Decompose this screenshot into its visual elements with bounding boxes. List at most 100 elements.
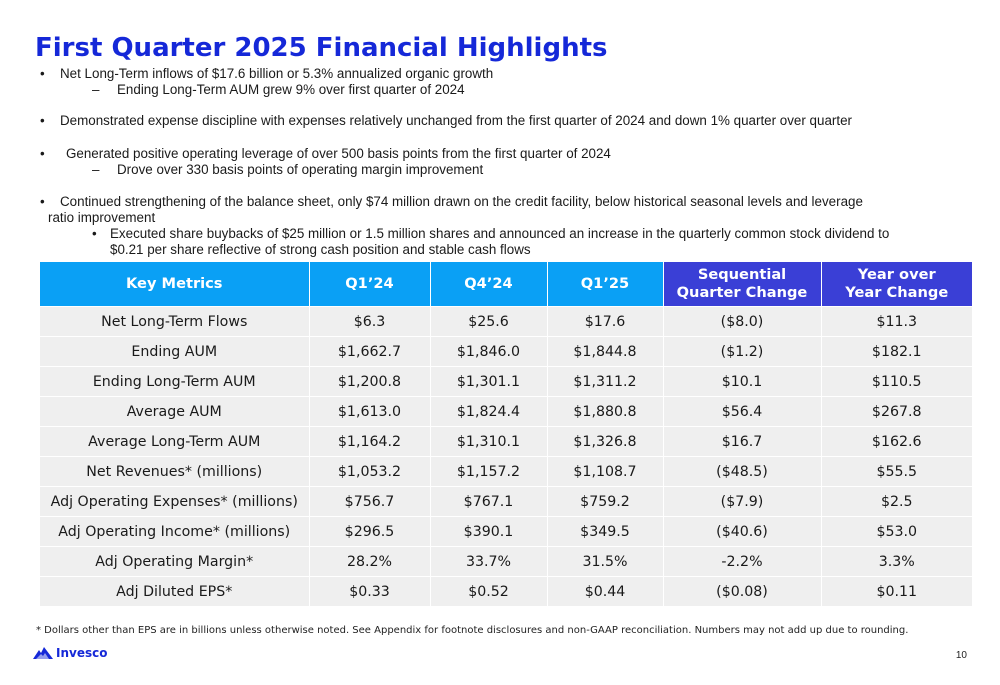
cell-yoy-change: $110.5 (821, 366, 972, 397)
cell-metric: Average AUM (40, 396, 310, 427)
cell-q4-24: $767.1 (430, 486, 548, 517)
cell-q4-24: 33.7% (430, 546, 548, 577)
header-q4-24: Q4’24 (430, 262, 548, 307)
table-row: Adj Operating Expenses* (millions) $756.7… (40, 486, 972, 517)
bullet-marker: • (40, 66, 45, 81)
cell-sequential-change: $16.7 (663, 426, 822, 457)
cell-q4-24: $1,824.4 (430, 396, 548, 427)
cell-yoy-change: $11.3 (821, 306, 972, 337)
logo-text: Invesco (56, 646, 108, 660)
cell-q1-24: $1,164.2 (309, 426, 431, 457)
cell-q4-24: $25.6 (430, 306, 548, 337)
cell-q1-24: $6.3 (309, 306, 431, 337)
cell-sequential-change: ($8.0) (663, 306, 822, 337)
page-number: 10 (955, 650, 967, 661)
cell-q4-24: $1,310.1 (430, 426, 548, 457)
table-row: Ending AUM $1,662.7 $1,846.0 $1,844.8 ($1.2)… (40, 336, 972, 367)
header-q1-24: Q1’24 (309, 262, 431, 307)
table-row: Average Long-Term AUM $1,164.2 $1,310.1 $1,… (40, 426, 972, 457)
cell-metric: Ending AUM (40, 336, 310, 367)
cell-q1-25: $1,844.8 (547, 336, 664, 367)
dash-marker: – (92, 82, 100, 97)
cell-sequential-change: ($40.6) (663, 516, 822, 547)
table-row: Ending Long-Term AUM $1,200.8 $1,301.1 $1,3… (40, 366, 972, 397)
cell-sequential-change: -2.2% (663, 546, 822, 577)
header-key-metrics: Key Metrics (40, 262, 310, 307)
cell-q4-24: $1,157.2 (430, 456, 548, 487)
cell-metric: Average Long-Term AUM (40, 426, 310, 457)
table-row: Adj Diluted EPS* $0.33 $0.52 $0.44 ($0.08) $0… (40, 576, 972, 606)
cell-q1-24: $1,053.2 (309, 456, 431, 487)
bullet-text: Generated positive operating leverage of… (66, 146, 611, 161)
cell-q1-25: $1,108.7 (547, 456, 664, 487)
cell-yoy-change: $53.0 (821, 516, 972, 547)
cell-metric: Net Revenues* (millions) (40, 456, 310, 487)
cell-sequential-change: ($7.9) (663, 486, 822, 517)
cell-sequential-change: ($0.08) (663, 576, 822, 606)
sub-bullet-marker: • (92, 226, 97, 241)
cell-q1-24: $1,613.0 (309, 396, 431, 427)
table-row: Average AUM $1,613.0 $1,824.4 $1,880.8 $56.4… (40, 396, 972, 427)
cell-yoy-change: 3.3% (821, 546, 972, 577)
header-sequential-change: Sequential Quarter Change (663, 262, 822, 307)
cell-sequential-change: $10.1 (663, 366, 822, 397)
header-q1-25: Q1’25 (547, 262, 664, 307)
cell-yoy-change: $55.5 (821, 456, 972, 487)
table-row: Net Long-Term Flows $6.3 $25.6 $17.6 ($8.0) $… (40, 306, 972, 337)
cell-sequential-change: ($48.5) (663, 456, 822, 487)
cell-metric: Ending Long-Term AUM (40, 366, 310, 397)
bullet-text: Net Long-Term inflows of $17.6 billion o… (60, 66, 494, 81)
table-row: Net Revenues* (millions) $1,053.2 $1,157.2… (40, 456, 972, 487)
table-row: Adj Operating Margin* 28.2% 33.7% 31.5% -2.2… (40, 546, 972, 577)
mountain-icon (33, 647, 53, 659)
cell-q4-24: $1,301.1 (430, 366, 548, 397)
cell-q1-25: 31.5% (547, 546, 664, 577)
table-header-row: Key Metrics Q1’24 Q4’24 Q1’25 Sequential… (40, 262, 972, 307)
header-yoy-change: Year over Year Change (821, 262, 972, 307)
header-sequential-line2: Quarter Change (676, 284, 808, 301)
cell-q1-25: $349.5 (547, 516, 664, 547)
cell-yoy-change: $267.8 (821, 396, 972, 427)
cell-q1-25: $1,311.2 (547, 366, 664, 397)
cell-q1-24: $0.33 (309, 576, 431, 606)
cell-metric: Adj Operating Margin* (40, 546, 310, 577)
cell-yoy-change: $0.11 (821, 576, 972, 606)
sub-bullet-text: Ending Long-Term AUM grew 9% over first … (117, 82, 465, 97)
cell-yoy-change: $162.6 (821, 426, 972, 457)
dash-marker: – (92, 162, 100, 177)
cell-q1-24: $1,662.7 (309, 336, 431, 367)
sub-bullet-text-cont: $0.21 per share reflective of strong cas… (110, 242, 531, 257)
cell-q1-24: $1,200.8 (309, 366, 431, 397)
cell-q1-25: $759.2 (547, 486, 664, 517)
bullet-marker: • (40, 146, 45, 161)
cell-yoy-change: $182.1 (821, 336, 972, 367)
page-title: First Quarter 2025 Financial Highlights (35, 33, 608, 63)
header-yoy-line1: Year over (857, 266, 936, 283)
table-row: Adj Operating Income* (millions) $296.5 $3… (40, 516, 972, 547)
cell-q4-24: $0.52 (430, 576, 548, 606)
cell-metric: Net Long-Term Flows (40, 306, 310, 337)
bullet-text: Demonstrated expense discipline with exp… (60, 113, 852, 128)
cell-q4-24: $390.1 (430, 516, 548, 547)
cell-metric: Adj Diluted EPS* (40, 576, 310, 606)
cell-q1-24: $296.5 (309, 516, 431, 547)
bullet-marker: • (40, 194, 45, 209)
cell-sequential-change: $56.4 (663, 396, 822, 427)
bullet-marker: • (40, 113, 45, 128)
cell-q4-24: $1,846.0 (430, 336, 548, 367)
sub-bullet-text: Drove over 330 basis points of operating… (117, 162, 484, 177)
bullet-text-cont: ratio improvement (48, 210, 156, 225)
key-metrics-table: Key Metrics Q1’24 Q4’24 Q1’25 Sequential… (40, 262, 972, 606)
cell-q1-25: $1,326.8 (547, 426, 664, 457)
cell-metric: Adj Operating Income* (millions) (40, 516, 310, 547)
header-sequential-line1: Sequential (697, 266, 787, 283)
sub-bullet-text: Executed share buybacks of $25 million o… (110, 226, 890, 241)
cell-q1-24: $756.7 (309, 486, 431, 517)
cell-yoy-change: $2.5 (821, 486, 972, 517)
cell-metric: Adj Operating Expenses* (millions) (40, 486, 310, 517)
footnote: * Dollars other than EPS are in billions… (36, 625, 909, 636)
header-yoy-line2: Year Change (845, 284, 949, 301)
cell-q1-25: $17.6 (547, 306, 664, 337)
cell-q1-24: 28.2% (309, 546, 431, 577)
cell-q1-25: $0.44 (547, 576, 664, 606)
